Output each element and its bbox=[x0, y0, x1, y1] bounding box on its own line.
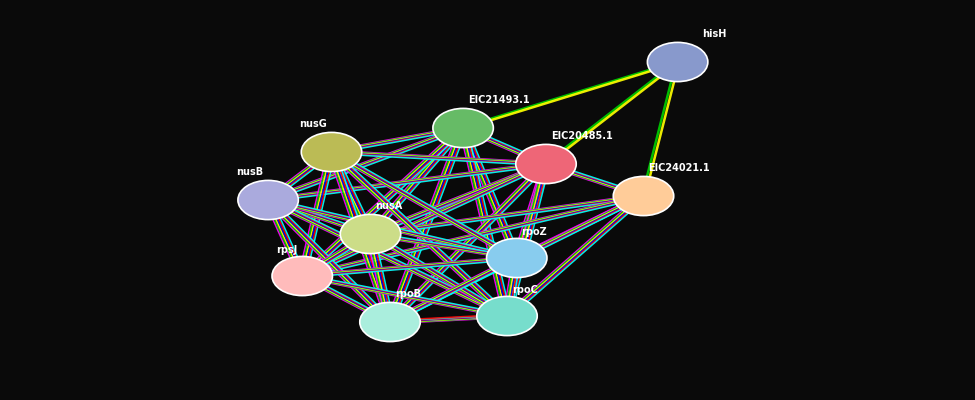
Text: hisH: hisH bbox=[702, 29, 726, 39]
Text: EIC20485.1: EIC20485.1 bbox=[551, 131, 612, 141]
Ellipse shape bbox=[477, 296, 537, 336]
Text: rpsJ: rpsJ bbox=[276, 245, 297, 255]
Text: EIC24021.1: EIC24021.1 bbox=[648, 163, 710, 173]
Ellipse shape bbox=[487, 238, 547, 278]
Text: EIC21493.1: EIC21493.1 bbox=[468, 95, 529, 105]
Ellipse shape bbox=[238, 180, 298, 220]
Ellipse shape bbox=[301, 132, 362, 172]
Ellipse shape bbox=[516, 144, 576, 184]
Text: rpoC: rpoC bbox=[512, 285, 538, 295]
Text: nusA: nusA bbox=[375, 201, 403, 211]
Ellipse shape bbox=[647, 42, 708, 82]
Text: rpoZ: rpoZ bbox=[522, 227, 547, 237]
Text: rpoB: rpoB bbox=[395, 289, 421, 299]
Text: nusB: nusB bbox=[236, 167, 263, 177]
Ellipse shape bbox=[340, 214, 401, 254]
Ellipse shape bbox=[433, 108, 493, 148]
Ellipse shape bbox=[272, 256, 332, 296]
Ellipse shape bbox=[360, 302, 420, 342]
Ellipse shape bbox=[613, 176, 674, 216]
Text: nusG: nusG bbox=[299, 119, 327, 129]
